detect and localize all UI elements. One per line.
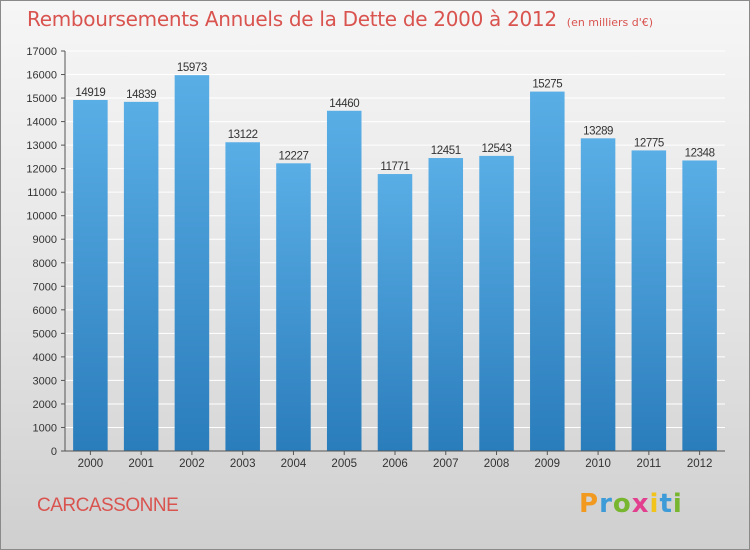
chart-title-text: Remboursements Annuels de la Dette de 20…: [27, 7, 557, 31]
y-tick-label: 5000: [33, 328, 57, 340]
x-tick-label: 2005: [331, 458, 357, 470]
x-tick-label: 2004: [281, 458, 307, 470]
bar: [377, 174, 413, 452]
y-tick-label: 6000: [33, 305, 57, 317]
y-tick-label: 12000: [26, 164, 57, 176]
y-tick-label: 16000: [26, 70, 57, 82]
data-label: 11771: [380, 161, 409, 173]
bar: [73, 99, 108, 451]
y-tick-label: 3000: [33, 375, 57, 387]
bar: [631, 150, 667, 452]
y-tick-label: 2000: [33, 399, 57, 411]
data-label: 15973: [177, 62, 207, 74]
bar: [326, 110, 362, 451]
chart-title: Remboursements Annuels de la Dette de 20…: [27, 7, 653, 31]
data-label: 14839: [126, 89, 156, 101]
y-tick-label: 1000: [33, 422, 57, 434]
bar: [428, 158, 464, 452]
y-tick-label: 7000: [33, 281, 57, 293]
y-tick-label: 0: [51, 446, 57, 458]
data-label: 12543: [482, 143, 512, 155]
bar: [225, 142, 260, 451]
x-tick-label: 2008: [484, 458, 510, 470]
data-label: 13289: [583, 125, 613, 137]
bar: [174, 75, 210, 451]
city-name: CARCASSONNE: [37, 495, 179, 516]
y-tick-label: 11000: [27, 187, 57, 199]
data-label: 12775: [634, 137, 664, 149]
y-tick-label: 4000: [33, 352, 57, 364]
data-label: 13122: [228, 129, 258, 141]
data-label: 12348: [685, 147, 715, 159]
y-tick-label: 9000: [33, 234, 57, 246]
data-labels: 14919 14839 15973 13122 12227 14460 11771 12451…: [75, 62, 715, 173]
axes: 2000 2001 2002 2003 2004 2005 2006 2007 2008 2009…: [64, 51, 725, 470]
y-tick-label: 8000: [33, 258, 57, 270]
x-tick-label: 2007: [433, 458, 459, 470]
chart-subtitle: (en milliers d'€): [566, 16, 654, 29]
y-tick-label: 15000: [26, 93, 57, 105]
x-tick-label: 2009: [535, 458, 561, 470]
bar: [580, 138, 616, 452]
x-tick-label: 2002: [179, 458, 205, 470]
y-tick-label: 10000: [26, 211, 57, 223]
data-label: 12227: [278, 150, 308, 162]
x-tick-label: 2001: [128, 458, 154, 470]
bar: [276, 163, 311, 451]
x-tick-label: 2010: [585, 458, 611, 470]
bar: [530, 91, 565, 452]
y-tick-label: 17000: [26, 46, 57, 58]
data-label: 12451: [431, 145, 461, 157]
data-label: 14460: [329, 98, 359, 110]
x-tick-label: 2011: [636, 458, 661, 470]
y-tick-label: 13000: [26, 140, 57, 152]
proxiti-logo: Proxiti: [579, 489, 683, 519]
data-label: 15275: [532, 79, 562, 91]
bar: [479, 155, 514, 451]
x-tick-label: 2000: [78, 458, 104, 470]
bar: [123, 101, 159, 452]
bars: [73, 75, 717, 452]
bar: [682, 160, 717, 452]
y-tick-label: 14000: [26, 117, 57, 129]
data-label: 14919: [75, 87, 105, 99]
x-tick-label: 2003: [230, 458, 256, 470]
x-tick-label: 2012: [687, 458, 713, 470]
x-tick-label: 2006: [382, 458, 408, 470]
